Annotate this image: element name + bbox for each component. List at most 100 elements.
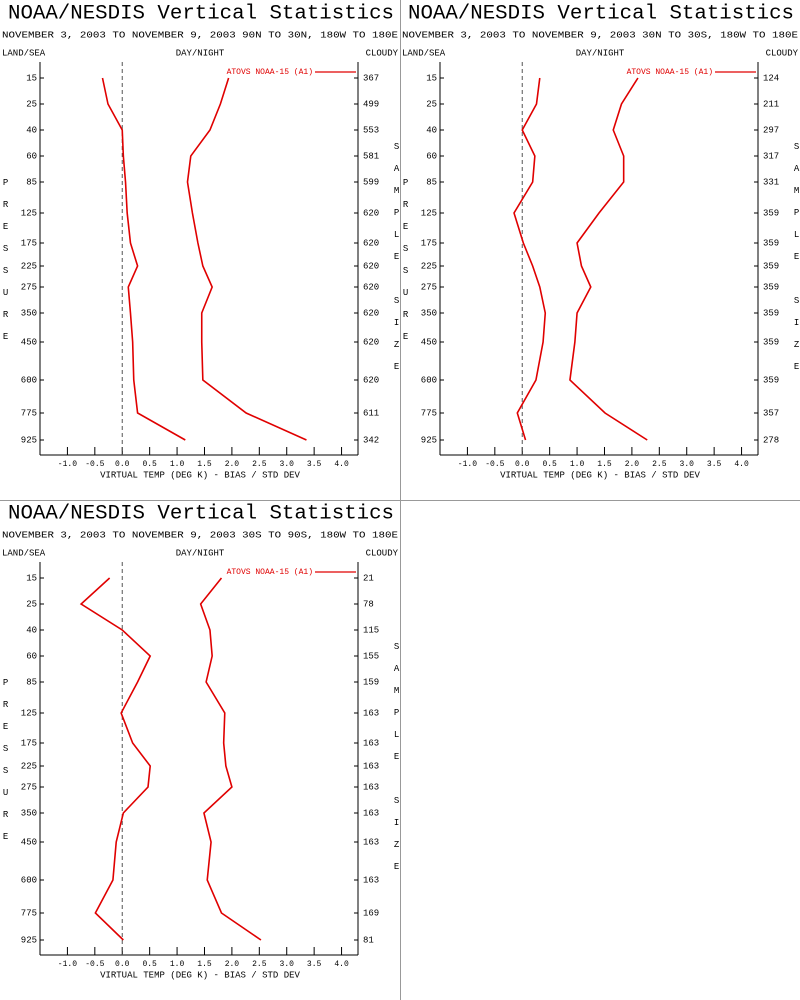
sample-size-label: 81 [363, 935, 374, 945]
x-tick-label: 0.5 [142, 460, 157, 469]
x-tick-label: 3.5 [707, 460, 722, 469]
chart-subtitle: NOVEMBER 3, 2003 TO NOVEMBER 9, 2003 90N… [2, 30, 398, 40]
y-tick-label: 775 [21, 408, 37, 418]
x-tick-label: 3.0 [680, 460, 695, 469]
x-tick-label: 2.5 [252, 460, 267, 469]
profile-line [199, 577, 262, 941]
sample-size-label: 359 [763, 208, 779, 218]
y-tick-label: 775 [21, 908, 37, 918]
y-tick-label: 175 [421, 238, 437, 248]
sample-size-label: 211 [763, 99, 779, 109]
x-tick-label: 2.0 [225, 960, 240, 969]
x-tick-label: -1.0 [58, 960, 77, 969]
y-tick-label: 450 [421, 337, 437, 347]
day-night-label: DAY/NIGHT [576, 48, 625, 58]
sample-size-label: 620 [363, 282, 379, 292]
y-tick-label: 275 [21, 782, 37, 792]
y2-axis-label: SAMPLE SIZE [392, 142, 402, 384]
sample-size-label: 357 [763, 408, 779, 418]
x-tick-label: 2.5 [252, 960, 267, 969]
y-axis-label: PRESSURE [1, 178, 11, 354]
profile-line [186, 77, 307, 441]
y-tick-label: 85 [26, 677, 37, 687]
sample-size-label: 499 [363, 99, 379, 109]
y-tick-label: 15 [426, 73, 437, 83]
sample-size-label: 342 [363, 435, 379, 445]
y-tick-label: 225 [21, 261, 37, 271]
chart-subtitle: NOVEMBER 3, 2003 TO NOVEMBER 9, 2003 30S… [2, 530, 398, 540]
x-tick-label: -1.0 [58, 460, 77, 469]
y-tick-label: 275 [421, 282, 437, 292]
x-tick-label: 4.0 [734, 460, 749, 469]
x-axis-label: VIRTUAL TEMP (DEG K) - BIAS / STD DEV [500, 470, 700, 480]
sample-size-label: 620 [363, 308, 379, 318]
sample-size-label: 620 [363, 261, 379, 271]
x-tick-label: 3.0 [280, 960, 295, 969]
y-tick-label: 40 [426, 125, 437, 135]
x-tick-label: 1.0 [170, 960, 185, 969]
y-tick-label: 350 [21, 308, 37, 318]
day-night-label: DAY/NIGHT [176, 548, 225, 558]
profile-line [101, 77, 186, 441]
x-tick-label: 1.5 [197, 460, 212, 469]
sample-size-label: 367 [363, 73, 379, 83]
sample-size-label: 163 [363, 875, 379, 885]
y-tick-label: 925 [21, 435, 37, 445]
x-tick-label: 0.0 [115, 460, 130, 469]
x-tick-label: 0.0 [515, 460, 530, 469]
sample-size-label: 169 [363, 908, 379, 918]
y-tick-label: 60 [26, 651, 37, 661]
y-tick-label: 25 [426, 99, 437, 109]
x-tick-label: 0.0 [115, 960, 130, 969]
sample-size-label: 611 [363, 408, 379, 418]
y-tick-label: 85 [426, 177, 437, 187]
x-tick-label: 1.5 [597, 460, 612, 469]
land-sea-label: LAND/SEA [2, 48, 46, 58]
cloudy-label: CLOUDY [766, 48, 799, 58]
sample-size-label: 297 [763, 125, 779, 135]
y-tick-label: 40 [26, 125, 37, 135]
sample-size-label: 278 [763, 435, 779, 445]
sample-size-label: 163 [363, 808, 379, 818]
x-tick-label: 1.0 [170, 460, 185, 469]
y-tick-label: 15 [26, 73, 37, 83]
y-tick-label: 350 [21, 808, 37, 818]
y-axis-label: PRESSURE [1, 678, 11, 854]
sample-size-label: 163 [363, 738, 379, 748]
sample-size-label: 155 [363, 651, 379, 661]
x-tick-label: -1.0 [458, 460, 477, 469]
cloudy-label: CLOUDY [366, 48, 399, 58]
x-tick-label: 0.5 [542, 460, 557, 469]
land-sea-label: LAND/SEA [402, 48, 446, 58]
sample-size-label: 159 [363, 677, 379, 687]
y-tick-label: 25 [26, 599, 37, 609]
y-tick-label: 600 [21, 375, 37, 385]
profile-line [79, 577, 152, 941]
y-tick-label: 125 [21, 708, 37, 718]
y-tick-label: 925 [421, 435, 437, 445]
x-tick-label: 2.0 [225, 460, 240, 469]
sample-size-label: 620 [363, 375, 379, 385]
y-tick-label: 225 [21, 761, 37, 771]
y-tick-label: 40 [26, 625, 37, 635]
x-tick-label: 1.0 [570, 460, 585, 469]
y-tick-label: 600 [421, 375, 437, 385]
y-tick-label: 125 [421, 208, 437, 218]
chart-title: NOAA/NESDIS Vertical Statistics [408, 2, 794, 25]
y-tick-label: 60 [26, 151, 37, 161]
chart-panel: NOAA/NESDIS Vertical Statistics NOVEMBER … [1, 502, 402, 980]
y-tick-label: 450 [21, 837, 37, 847]
sample-size-label: 359 [763, 238, 779, 248]
x-tick-label: 3.5 [307, 960, 322, 969]
sample-size-label: 620 [363, 238, 379, 248]
legend-label: ATOVS NOAA-15 (A1) [227, 568, 313, 577]
sample-size-label: 124 [763, 73, 779, 83]
chart-title: NOAA/NESDIS Vertical Statistics [8, 502, 394, 525]
y-tick-label: 175 [21, 238, 37, 248]
sample-size-label: 599 [363, 177, 379, 187]
chart-title: NOAA/NESDIS Vertical Statistics [8, 2, 394, 25]
x-tick-label: 4.0 [334, 460, 349, 469]
x-tick-label: -0.5 [85, 460, 104, 469]
x-tick-label: 3.0 [280, 460, 295, 469]
